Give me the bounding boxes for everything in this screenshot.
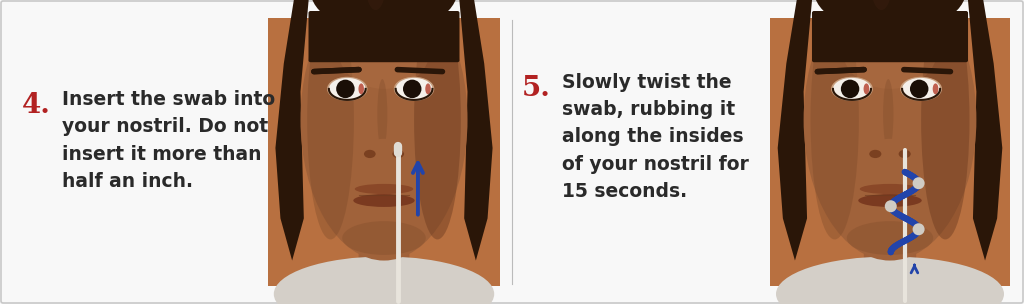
FancyBboxPatch shape bbox=[308, 11, 460, 62]
Ellipse shape bbox=[871, 0, 892, 10]
Text: 4.: 4. bbox=[22, 92, 51, 119]
Polygon shape bbox=[777, 0, 814, 261]
Ellipse shape bbox=[394, 77, 434, 101]
Ellipse shape bbox=[364, 139, 404, 159]
Ellipse shape bbox=[900, 77, 942, 101]
Ellipse shape bbox=[338, 10, 430, 89]
Ellipse shape bbox=[883, 79, 894, 149]
Ellipse shape bbox=[814, 0, 966, 33]
Polygon shape bbox=[458, 0, 493, 261]
Circle shape bbox=[885, 200, 897, 212]
Ellipse shape bbox=[843, 10, 938, 89]
Ellipse shape bbox=[899, 150, 910, 158]
Ellipse shape bbox=[804, 0, 977, 261]
Ellipse shape bbox=[377, 79, 387, 149]
Ellipse shape bbox=[858, 194, 922, 207]
FancyBboxPatch shape bbox=[268, 18, 500, 286]
Ellipse shape bbox=[364, 150, 376, 158]
Circle shape bbox=[336, 80, 354, 98]
Ellipse shape bbox=[300, 0, 468, 261]
Circle shape bbox=[912, 223, 925, 235]
Ellipse shape bbox=[922, 0, 970, 240]
Ellipse shape bbox=[366, 0, 386, 10]
Polygon shape bbox=[966, 0, 1002, 261]
Ellipse shape bbox=[395, 78, 432, 100]
Ellipse shape bbox=[860, 184, 921, 194]
Ellipse shape bbox=[902, 78, 940, 100]
Circle shape bbox=[912, 177, 925, 189]
Ellipse shape bbox=[847, 221, 933, 255]
Ellipse shape bbox=[425, 83, 431, 94]
Ellipse shape bbox=[933, 83, 938, 94]
Ellipse shape bbox=[831, 77, 872, 101]
Ellipse shape bbox=[342, 221, 426, 255]
Ellipse shape bbox=[358, 83, 364, 94]
Ellipse shape bbox=[776, 257, 1004, 304]
Text: Slowly twist the
swab, rubbing it
along the insides
of your nostril for
15 secon: Slowly twist the swab, rubbing it along … bbox=[562, 73, 749, 201]
Ellipse shape bbox=[329, 78, 366, 100]
FancyBboxPatch shape bbox=[770, 18, 1010, 286]
Ellipse shape bbox=[307, 0, 354, 240]
Ellipse shape bbox=[869, 150, 882, 158]
Ellipse shape bbox=[310, 0, 458, 33]
Circle shape bbox=[841, 80, 859, 98]
Text: Insert the swab into
your nostril. Do not
insert it more than
half an inch.: Insert the swab into your nostril. Do no… bbox=[62, 90, 275, 191]
Ellipse shape bbox=[833, 78, 871, 100]
FancyBboxPatch shape bbox=[812, 11, 968, 62]
Text: 5.: 5. bbox=[522, 75, 551, 102]
Ellipse shape bbox=[811, 0, 859, 240]
Circle shape bbox=[910, 80, 929, 98]
Ellipse shape bbox=[868, 139, 911, 159]
Ellipse shape bbox=[327, 77, 368, 101]
FancyBboxPatch shape bbox=[864, 225, 916, 293]
Ellipse shape bbox=[414, 0, 461, 240]
Ellipse shape bbox=[863, 83, 869, 94]
Polygon shape bbox=[275, 0, 310, 261]
Ellipse shape bbox=[353, 194, 415, 207]
FancyBboxPatch shape bbox=[358, 225, 410, 293]
Ellipse shape bbox=[273, 257, 495, 304]
Ellipse shape bbox=[354, 184, 414, 194]
Circle shape bbox=[403, 80, 422, 98]
Ellipse shape bbox=[392, 150, 404, 158]
